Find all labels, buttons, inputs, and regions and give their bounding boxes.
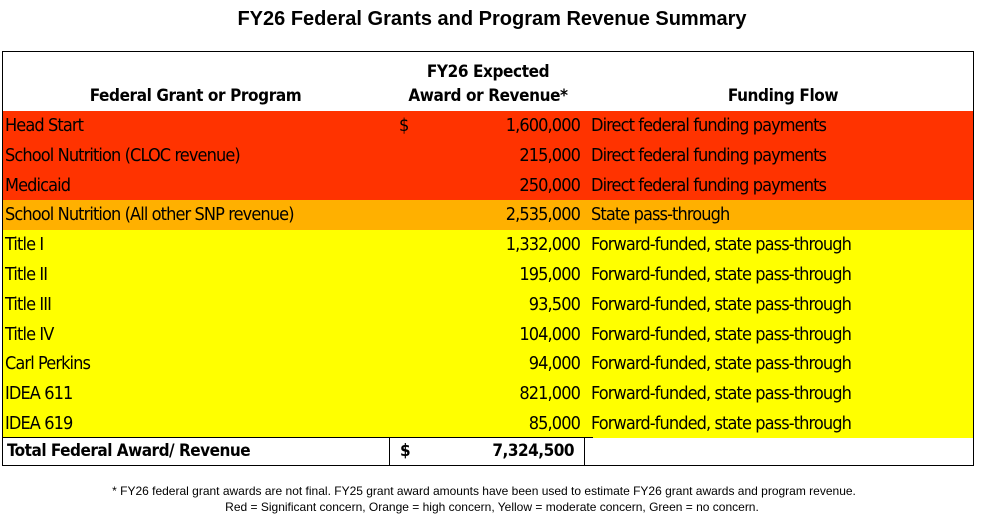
- amount-cell: 2,535,000: [505, 204, 581, 226]
- table-row: Medicaid 250,000 Direct federal funding pa…: [3, 170, 973, 201]
- amount-cell: 195,000: [519, 263, 581, 285]
- amount-cell: 85,000: [528, 412, 581, 434]
- table-row: Title IV 104,000 Forward-funded, state pas…: [3, 319, 973, 350]
- table-row: IDEA 619 85,000 Forward-funded, state pass…: [3, 408, 973, 439]
- column-header-program: Federal Grant or Program: [89, 86, 302, 106]
- amount-cell: 250,000: [519, 174, 581, 196]
- program-name-cell: IDEA 619: [5, 412, 73, 434]
- amount-cell: 1,600,000: [505, 115, 581, 136]
- funding-flow-cell: Forward-funded, state pass-through: [591, 412, 852, 434]
- footnote-disclaimer: * FY26 federal grant awards are not fina…: [112, 484, 856, 498]
- funding-flow-cell: Direct federal funding payments: [591, 144, 827, 166]
- footnote-color-legend: Red = Significant concern, Orange = high…: [225, 500, 759, 514]
- table-body: Head Start $1,600,000 Direct federal fundi…: [3, 111, 973, 439]
- table-header-row: Federal Grant or Program FY26 Expected A…: [3, 52, 973, 111]
- dollar-sign-cell: $: [399, 115, 409, 136]
- total-divider: [3, 436, 593, 438]
- table-row: Title III 93,500 Forward-funded, state pas…: [3, 289, 973, 320]
- funding-flow-cell: State pass-through: [591, 204, 730, 226]
- funding-flow-cell: Forward-funded, state pass-through: [591, 293, 852, 315]
- page-title: FY26 Federal Grants and Program Revenue …: [237, 8, 747, 30]
- amount-cell: 821,000: [519, 383, 581, 405]
- table-row: School Nutrition (CLOC revenue) 215,000 Di…: [3, 140, 973, 171]
- table-row: School Nutrition (All other SNP revenue)…: [3, 200, 973, 231]
- funding-flow-cell: Forward-funded, state pass-through: [591, 323, 852, 345]
- amount-cell: 215,000: [519, 144, 581, 166]
- funding-flow-cell: Forward-funded, state pass-through: [591, 234, 852, 256]
- table-row: IDEA 611 821,000 Forward-funded, state pas…: [3, 379, 973, 409]
- column-header-amount: FY26 Expected Award or Revenue*: [388, 60, 588, 108]
- funding-flow-cell: Direct federal funding payments: [591, 174, 827, 196]
- funding-flow-cell: Direct federal funding payments: [591, 115, 827, 136]
- program-name-cell: Head Start: [5, 115, 84, 136]
- funding-flow-cell: Forward-funded, state pass-through: [591, 353, 852, 375]
- program-name-cell: Title III: [5, 293, 52, 315]
- program-name-cell: Title IV: [5, 323, 54, 345]
- program-name-cell: School Nutrition (All other SNP revenue): [5, 204, 295, 226]
- program-name-cell: Medicaid: [5, 174, 71, 196]
- column-header-flow: Funding Flow: [727, 86, 839, 106]
- table-row: Carl Perkins 94,000 Forward-funded, state …: [3, 349, 973, 380]
- total-row: Total Federal Award/ Revenue $ 7,324,500: [3, 438, 973, 465]
- funding-flow-cell: Forward-funded, state pass-through: [591, 383, 852, 405]
- total-dollar-sign: $: [400, 441, 411, 461]
- amount-cell: 94,000: [528, 353, 581, 375]
- total-amount-cell: $ 7,324,500: [389, 438, 585, 465]
- amount-cell: 1,332,000: [505, 234, 581, 256]
- table-row: Title II 195,000 Forward-funded, state pas…: [3, 259, 973, 290]
- table-row: Head Start $1,600,000 Direct federal fundi…: [3, 111, 973, 141]
- total-label: Total Federal Award/ Revenue: [7, 441, 251, 461]
- grants-table: Federal Grant or Program FY26 Expected A…: [2, 51, 974, 466]
- program-name-cell: School Nutrition (CLOC revenue): [5, 144, 241, 166]
- program-name-cell: IDEA 611: [5, 383, 73, 405]
- table-row: Title I 1,332,000 Forward-funded, state pa…: [3, 230, 973, 260]
- amount-cell: 93,500: [528, 293, 581, 315]
- amount-cell: 104,000: [519, 323, 581, 345]
- program-name-cell: Title I: [5, 234, 44, 256]
- total-amount: 7,324,500: [492, 441, 574, 461]
- column-header-amount-line2: Award or Revenue*: [408, 86, 568, 106]
- program-name-cell: Carl Perkins: [5, 353, 91, 375]
- funding-flow-cell: Forward-funded, state pass-through: [591, 263, 852, 285]
- program-name-cell: Title II: [5, 263, 48, 285]
- column-header-amount-line1: FY26 Expected: [426, 62, 550, 82]
